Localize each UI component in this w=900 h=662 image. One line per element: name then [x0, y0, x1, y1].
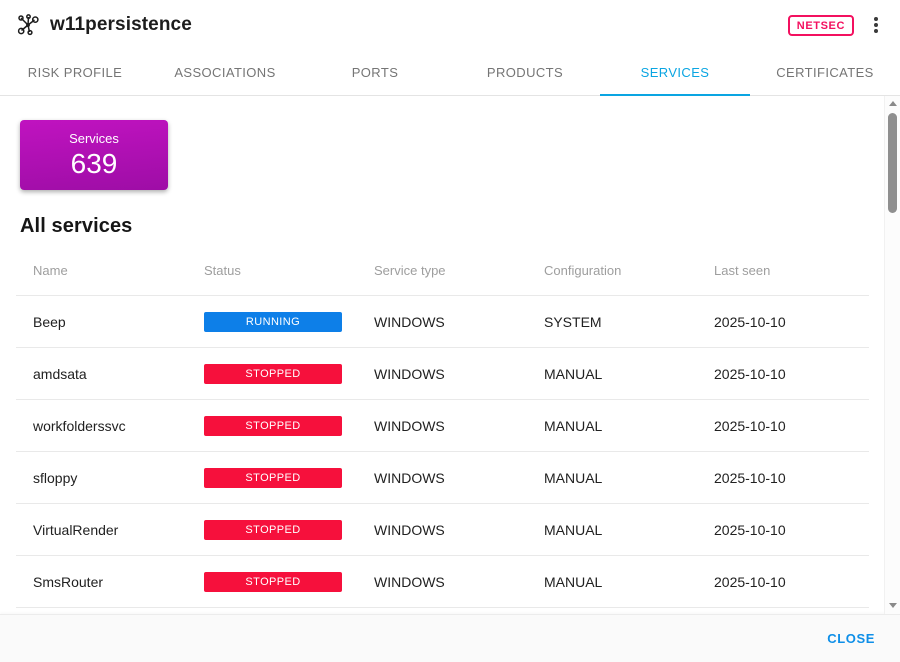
- cell-name: Beep: [33, 313, 66, 330]
- status-badge: STOPPED: [204, 363, 342, 384]
- tab-services[interactable]: SERVICES: [600, 50, 750, 96]
- status-badge: STOPPED: [204, 415, 342, 436]
- cell-status: STOPPED: [204, 519, 374, 540]
- source-badge: NETSEC: [787, 14, 854, 36]
- table-row[interactable]: workfolderssvc STOPPED WINDOWS MANUAL 20…: [16, 400, 869, 452]
- status-badge: STOPPED: [204, 519, 342, 540]
- tab-risk-profile[interactable]: RISK PROFILE: [0, 50, 150, 95]
- tab-bar: RISK PROFILE ASSOCIATIONS PORTS PRODUCTS…: [0, 50, 900, 96]
- tab-label: CERTIFICATES: [776, 65, 874, 80]
- cell-last-seen: 2025-10-10: [714, 417, 786, 434]
- cell-last-seen: 2025-10-10: [714, 365, 786, 382]
- cell-configuration: MANUAL: [544, 573, 603, 590]
- cell-last-seen: 2025-10-10: [714, 573, 786, 590]
- table-row[interactable]: VirtualRender STOPPED WINDOWS MANUAL 202…: [16, 504, 869, 556]
- tab-ports[interactable]: PORTS: [300, 50, 450, 95]
- close-button[interactable]: CLOSE: [827, 631, 875, 646]
- cell-name: SmsRouter: [33, 573, 104, 590]
- status-badge: STOPPED: [204, 571, 342, 592]
- card-value: 639: [70, 147, 118, 179]
- section-title: All services: [20, 215, 133, 237]
- cell-status: STOPPED: [204, 467, 374, 488]
- cell-service-type: WINDOWS: [374, 313, 445, 330]
- table-row[interactable]: SmsRouter STOPPED WINDOWS MANUAL 2025-10…: [16, 556, 869, 608]
- kebab-menu-icon[interactable]: [870, 15, 882, 35]
- cell-name: amdsata: [33, 365, 87, 382]
- cell-status: STOPPED: [204, 415, 374, 436]
- tab-label: PORTS: [351, 65, 399, 80]
- cell-last-seen: 2025-10-10: [714, 469, 786, 486]
- scrollbar-down-arrow-icon[interactable]: [889, 603, 897, 608]
- col-header-service-type: Service type: [374, 263, 446, 278]
- cell-status: RUNNING: [204, 311, 374, 332]
- table-row[interactable]: Beep RUNNING WINDOWS SYSTEM 2025-10-10: [16, 296, 869, 348]
- col-header-last-seen: Last seen: [714, 263, 771, 278]
- table-row[interactable]: amdsata STOPPED WINDOWS MANUAL 2025-10-1…: [16, 348, 869, 400]
- services-table: Name Status Service type Configuration L…: [16, 246, 869, 608]
- cell-status: STOPPED: [204, 571, 374, 592]
- scrollbar-thumb[interactable]: [888, 113, 897, 213]
- molecule-icon: [16, 13, 40, 37]
- cell-service-type: WINDOWS: [374, 521, 445, 538]
- cell-name: workfolderssvc: [33, 417, 126, 434]
- tab-label: ASSOCIATIONS: [174, 65, 276, 80]
- scrollbar-up-arrow-icon[interactable]: [889, 101, 897, 106]
- cell-last-seen: 2025-10-10: [714, 313, 786, 330]
- content-area: Services 639 All services Name Status Se…: [0, 96, 900, 614]
- services-summary-card[interactable]: Services 639: [20, 120, 168, 190]
- cell-service-type: WINDOWS: [374, 573, 445, 590]
- cell-configuration: MANUAL: [544, 521, 603, 538]
- cell-service-type: WINDOWS: [374, 365, 445, 382]
- tab-label: PRODUCTS: [486, 65, 564, 80]
- col-header-configuration: Configuration: [544, 263, 622, 278]
- entity-title: w11persistence: [50, 14, 192, 35]
- tab-certificates[interactable]: CERTIFICATES: [750, 50, 900, 95]
- cell-status: STOPPED: [204, 363, 374, 384]
- table-header-row: Name Status Service type Configuration L…: [16, 246, 869, 296]
- cell-configuration: MANUAL: [544, 417, 603, 434]
- table-row[interactable]: sfloppy STOPPED WINDOWS MANUAL 2025-10-1…: [16, 452, 869, 504]
- cell-configuration: MANUAL: [544, 469, 603, 486]
- tab-associations[interactable]: ASSOCIATIONS: [150, 50, 300, 95]
- card-label: Services: [69, 130, 119, 146]
- tab-label: SERVICES: [640, 65, 710, 80]
- cell-configuration: SYSTEM: [544, 313, 602, 330]
- cell-configuration: MANUAL: [544, 365, 603, 382]
- dialog-header: w11persistence NETSEC: [0, 0, 900, 50]
- cell-name: sfloppy: [33, 469, 78, 486]
- status-badge: RUNNING: [204, 311, 342, 332]
- col-header-status: Status: [204, 263, 241, 278]
- tab-products[interactable]: PRODUCTS: [450, 50, 600, 95]
- cell-service-type: WINDOWS: [374, 417, 445, 434]
- col-header-name: Name: [33, 263, 68, 278]
- tab-label: RISK PROFILE: [27, 65, 123, 80]
- table-body: Beep RUNNING WINDOWS SYSTEM 2025-10-10 a…: [16, 296, 869, 608]
- cell-name: VirtualRender: [33, 521, 119, 538]
- status-badge: STOPPED: [204, 467, 342, 488]
- dialog-footer: CLOSE: [0, 614, 900, 662]
- vertical-scrollbar[interactable]: [884, 96, 900, 614]
- cell-last-seen: 2025-10-10: [714, 521, 786, 538]
- cell-service-type: WINDOWS: [374, 469, 445, 486]
